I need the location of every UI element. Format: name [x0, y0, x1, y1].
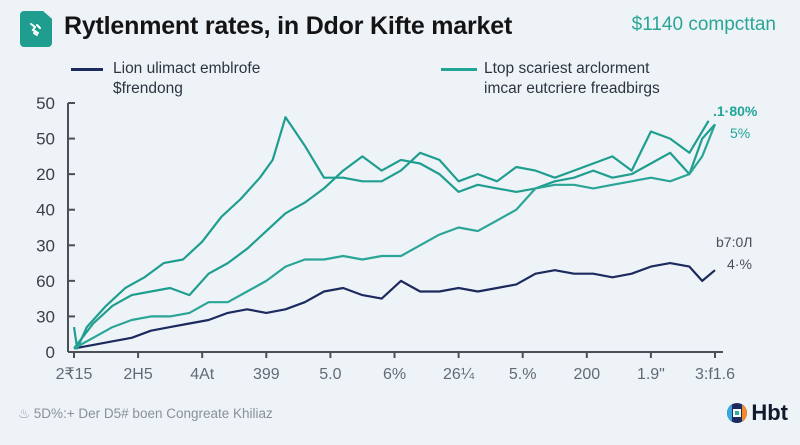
- brand-logo-icon: [727, 403, 748, 423]
- y-tick-label: 50: [36, 94, 55, 113]
- legend-swatch-navy: [71, 68, 103, 71]
- x-tick-label: 5.%: [509, 366, 537, 383]
- footer-source: ♨ 5D%:+ Der D5# boen Congreate Khiliaz: [18, 406, 273, 422]
- series-line-1: [72, 116, 710, 350]
- x-tick-label: 3:f1.6: [695, 366, 735, 383]
- legend-label-line1: Lion ulimact emblrofe: [113, 60, 261, 77]
- y-tick-label: 30: [36, 307, 55, 326]
- legend-label-line2: imcar eutcriere freadbirgs: [484, 80, 660, 97]
- series-line-2: [73, 123, 716, 350]
- y-tick-label: 60: [36, 272, 55, 291]
- legend-label-line2: $frendong: [113, 80, 183, 97]
- x-tick-label: 200: [573, 366, 600, 383]
- source-text: 5D%:+ Der D5# boen Congreate Khiliaz: [33, 406, 273, 421]
- series-line-0: [73, 262, 716, 350]
- series-line-3: [73, 123, 717, 350]
- end-label-navy-2: 4·%: [727, 256, 752, 272]
- x-tick-label: 399: [253, 366, 280, 383]
- x-tick-label: 26¼: [443, 366, 475, 383]
- legend-swatch-teal: [441, 68, 477, 71]
- y-tick-label: 40: [36, 201, 55, 220]
- brand-name: Hbt: [751, 400, 788, 425]
- x-tick-label: 6%: [383, 366, 406, 383]
- brand: Hbt: [726, 400, 788, 426]
- x-tick-label: 1.9": [637, 366, 665, 383]
- y-tick-label: 50: [36, 130, 55, 149]
- x-tick-label: 2H5: [123, 366, 152, 383]
- bell-icon: ♨: [18, 406, 31, 421]
- end-label-navy-1: b7:0Л: [716, 234, 752, 250]
- chart-title: Rytlenment rates, in Ddor Kifte market: [64, 12, 513, 40]
- legend-item-navy: Lion ulimact emblrofe $frendong: [113, 59, 260, 99]
- x-tick-label: 5.0: [319, 366, 341, 383]
- document-chart-icon: [20, 11, 52, 47]
- y-tick-label: 0: [46, 343, 55, 362]
- end-labels: .1·80% 5% b7:0Л 4·%: [713, 103, 758, 272]
- legend-item-teal: Ltop scariest arclorment imcar eutcriere…: [484, 59, 660, 99]
- chart-subtitle: $1140 compcttan: [631, 14, 776, 35]
- y-tick-label: 20: [36, 165, 55, 184]
- y-tick-label: 30: [36, 236, 55, 255]
- series-group: [72, 116, 717, 350]
- header: Rytlenment rates, in Ddor Kifte market $…: [0, 0, 800, 50]
- x-tick-label: 4At: [190, 366, 215, 383]
- end-label-upper: .1·80%: [713, 103, 758, 119]
- axes: 0 30 60 30 40 20 50 50 2₹15 2H5 4At 399 5.0 6% 26¼ 5.% 2…: [36, 94, 735, 383]
- end-label-middle: 5%: [730, 125, 750, 141]
- legend-label-line1: Ltop scariest arclorment: [484, 60, 650, 77]
- x-tick-label: 2₹15: [56, 366, 93, 383]
